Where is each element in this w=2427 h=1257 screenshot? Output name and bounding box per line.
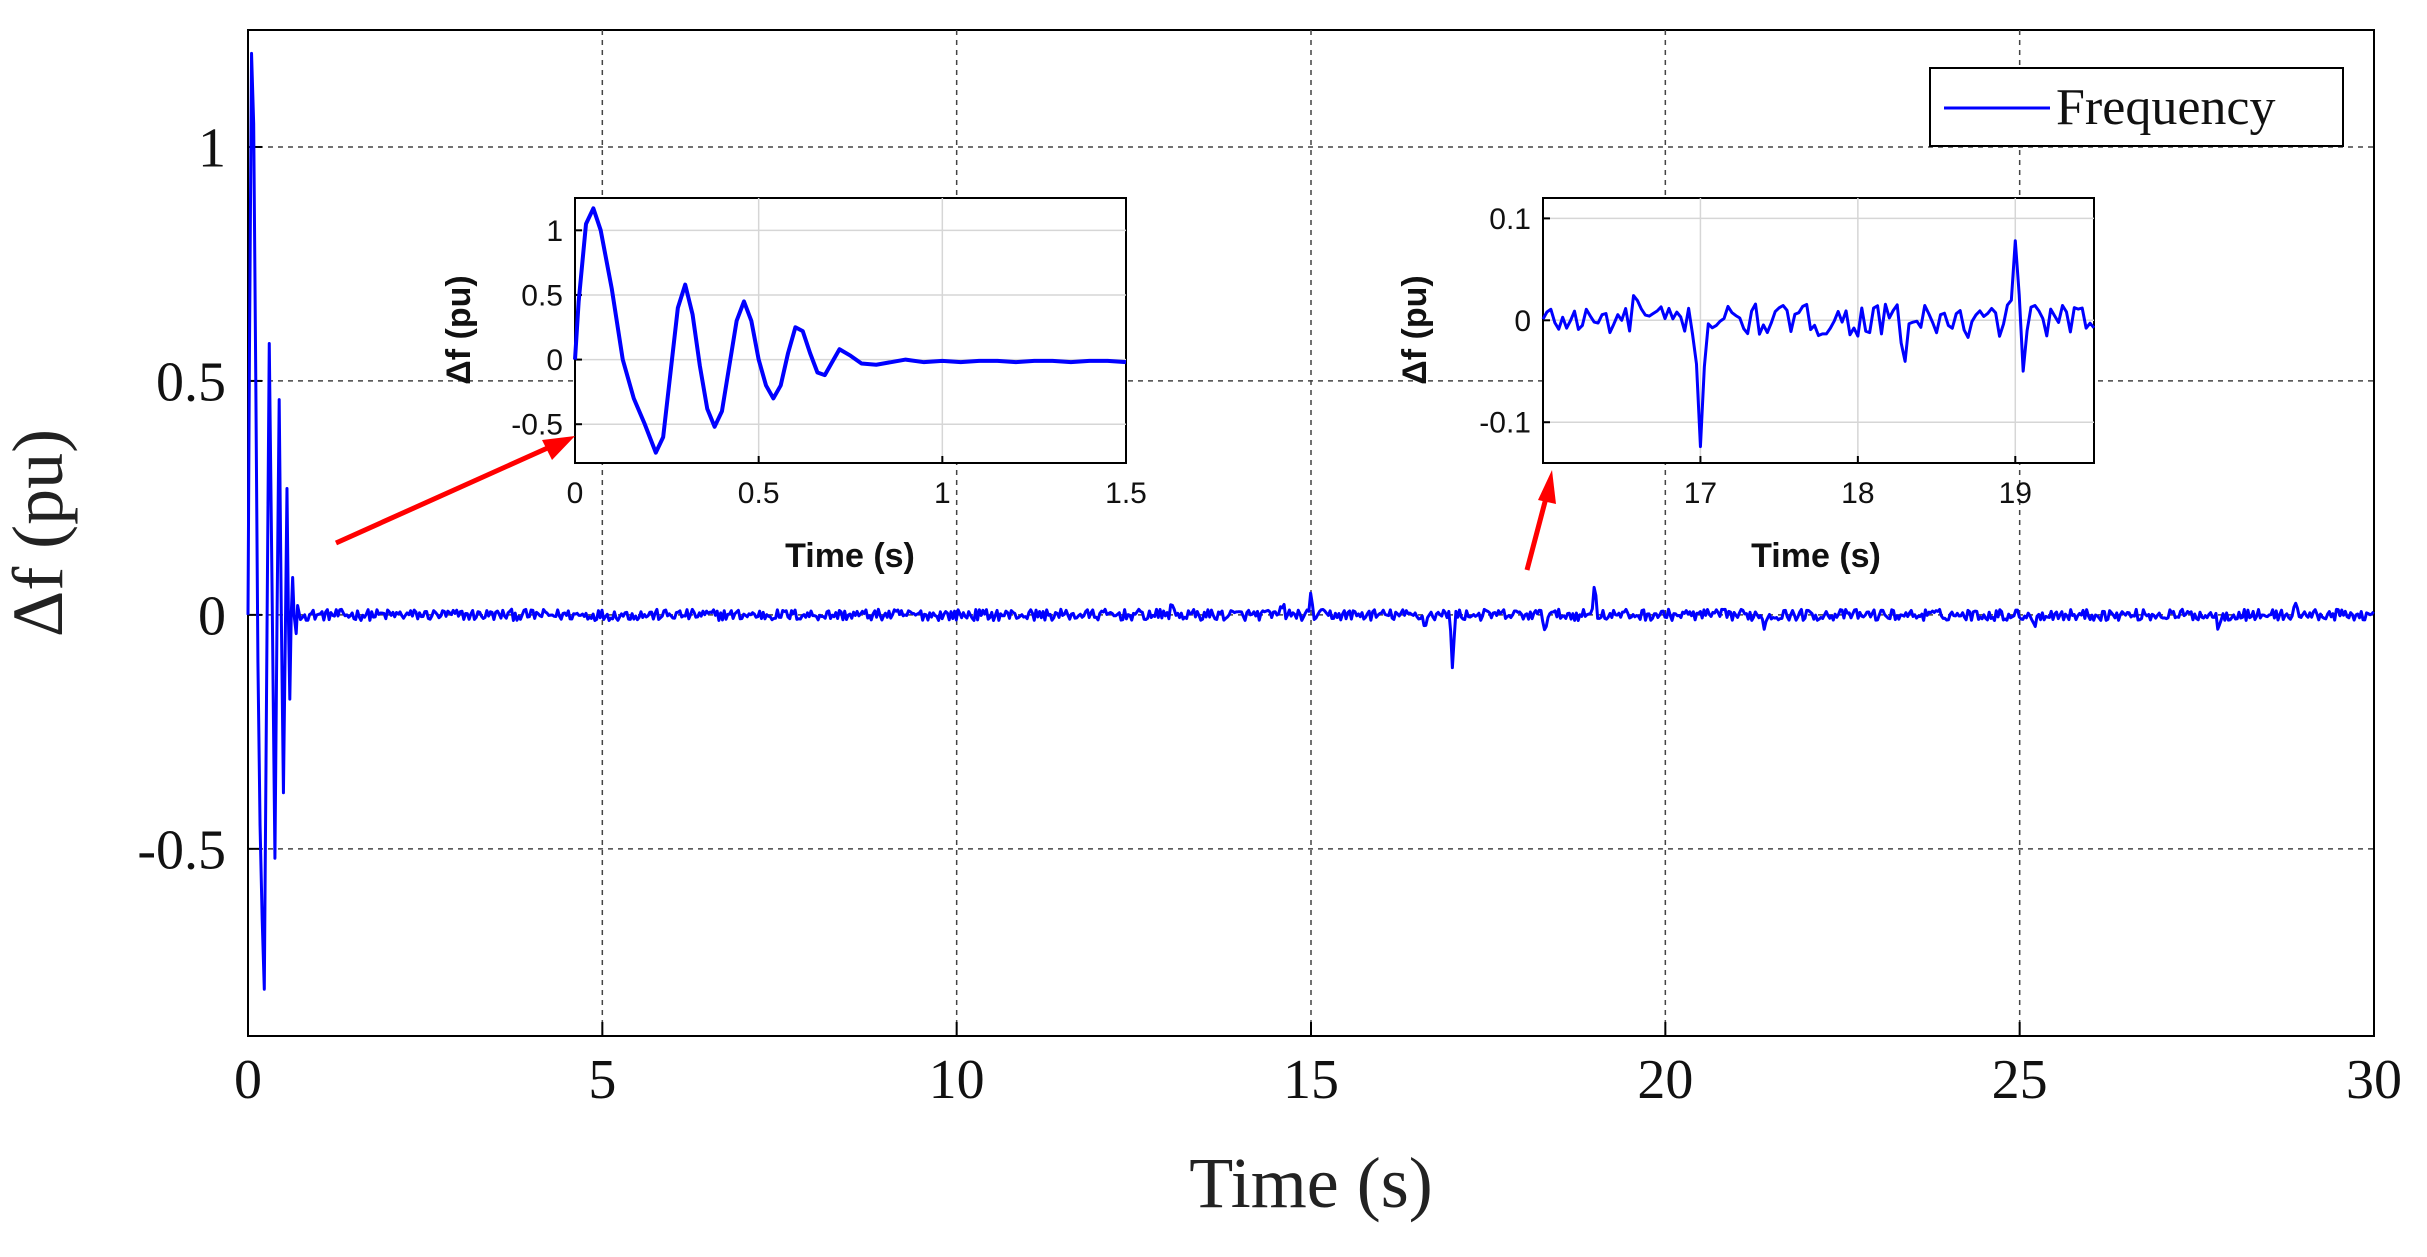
main-ticks: 0 5 10 15 20 25 30-0.500.51	[137, 118, 2402, 1111]
inset2-ticks: 17 18 19 -0.1 0 0.1	[1479, 203, 2032, 510]
main-y-tick-label: 0.5	[156, 352, 226, 414]
legend-label-frequency: Frequency	[2056, 79, 2275, 136]
inset1-y-tick-label: 0.5	[521, 279, 563, 312]
main-x-tick-label: 15	[1283, 1049, 1339, 1111]
inset2-y-tick-label: 0	[1514, 305, 1531, 338]
inset1-x-tick-label: 1	[934, 477, 951, 510]
inset2-plot-frame	[1542, 197, 2095, 464]
inset1-plot: 0 0.5 1 1.5 -0.5 0 0.5 1 Time (s) Δf (pu)	[440, 197, 1147, 575]
inset2-plot: 17 18 19 -0.1 0 0.1 Time (s) Δf (pu)	[1396, 197, 2096, 575]
inset1-x-tick-label: 1.5	[1105, 477, 1147, 510]
inset1-y-tick-label: -0.5	[511, 409, 563, 442]
arrow-to-inset2	[1524, 497, 1549, 571]
zoom-arrows	[334, 436, 1556, 571]
inset1-frequency-line	[573, 206, 1127, 455]
main-x-tick-label: 20	[1637, 1049, 1693, 1111]
inset2-x-axis-label: Time (s)	[1751, 537, 1881, 575]
inset1-ticks: 0 0.5 1 1.5 -0.5 0 0.5 1	[511, 215, 1147, 510]
inset2-x-tick-label: 19	[1999, 477, 2032, 510]
main-frequency-line	[246, 51, 2375, 991]
arrow-to-inset1-head	[542, 436, 575, 460]
arrow-to-inset2-head	[1538, 470, 1556, 504]
main-y-tick-label: -0.5	[137, 819, 226, 881]
inset1-x-tick-label: 0.5	[738, 477, 780, 510]
inset2-x-tick-label: 18	[1841, 477, 1874, 510]
inset2-y-tick-label: 0.1	[1489, 203, 1531, 236]
legend: Frequency	[1929, 67, 2344, 147]
main-y-tick-label: 0	[198, 585, 226, 647]
main-x-tick-label: 10	[929, 1049, 985, 1111]
inset1-y-tick-label: 0	[546, 344, 563, 377]
inset2-series-frequency	[1541, 239, 2096, 449]
arrow-to-inset1	[334, 443, 554, 546]
main-x-tick-label: 0	[234, 1049, 262, 1111]
main-y-axis-label: Δf (pu)	[0, 429, 78, 637]
inset1-x-axis-label: Time (s)	[785, 537, 915, 575]
inset1-series-frequency	[573, 206, 1127, 455]
inset1-y-tick-label: 1	[546, 215, 563, 248]
main-x-tick-label: 30	[2346, 1049, 2402, 1111]
main-x-tick-label: 25	[1992, 1049, 2048, 1111]
inset1-y-axis-label: Δf (pu)	[440, 275, 478, 384]
inset2-frequency-line	[1541, 239, 2096, 449]
main-x-axis-label: Time (s)	[1189, 1143, 1432, 1223]
main-series-frequency	[246, 51, 2375, 991]
main-x-tick-label: 5	[588, 1049, 616, 1111]
inset2-x-tick-label: 17	[1684, 477, 1717, 510]
inset1-x-tick-label: 0	[567, 477, 584, 510]
main-y-tick-label: 1	[198, 118, 226, 180]
inset2-y-axis-label: Δf (pu)	[1396, 275, 1434, 384]
inset2-y-tick-label: -0.1	[1479, 407, 1531, 440]
inset1-grid	[575, 198, 1126, 463]
inset1-plot-frame	[574, 197, 1127, 464]
